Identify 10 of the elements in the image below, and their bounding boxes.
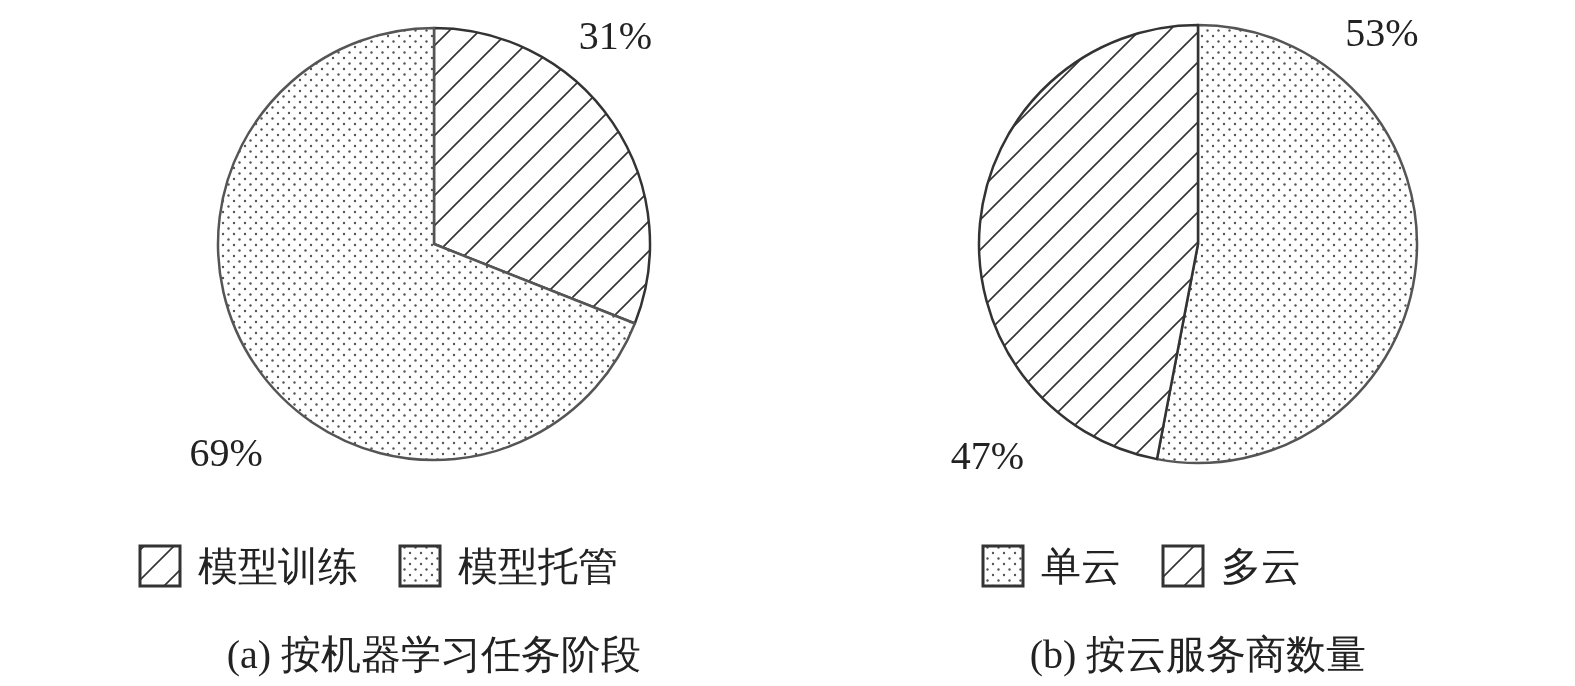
legend-label: 模型托管	[458, 544, 618, 589]
text: (a) 按机器学习任务阶段	[226, 632, 642, 677]
legend-label: 模型训练	[198, 544, 358, 589]
legend-label: 多云	[1221, 544, 1301, 589]
data-label: 69%	[189, 429, 263, 475]
data-label: 53%	[1345, 10, 1419, 56]
text: (b) 按云服务商数量	[1029, 632, 1367, 677]
data-label: 47%	[950, 432, 1025, 478]
legend-label: 单云	[1041, 544, 1121, 589]
data-label: 31%	[578, 13, 653, 59]
